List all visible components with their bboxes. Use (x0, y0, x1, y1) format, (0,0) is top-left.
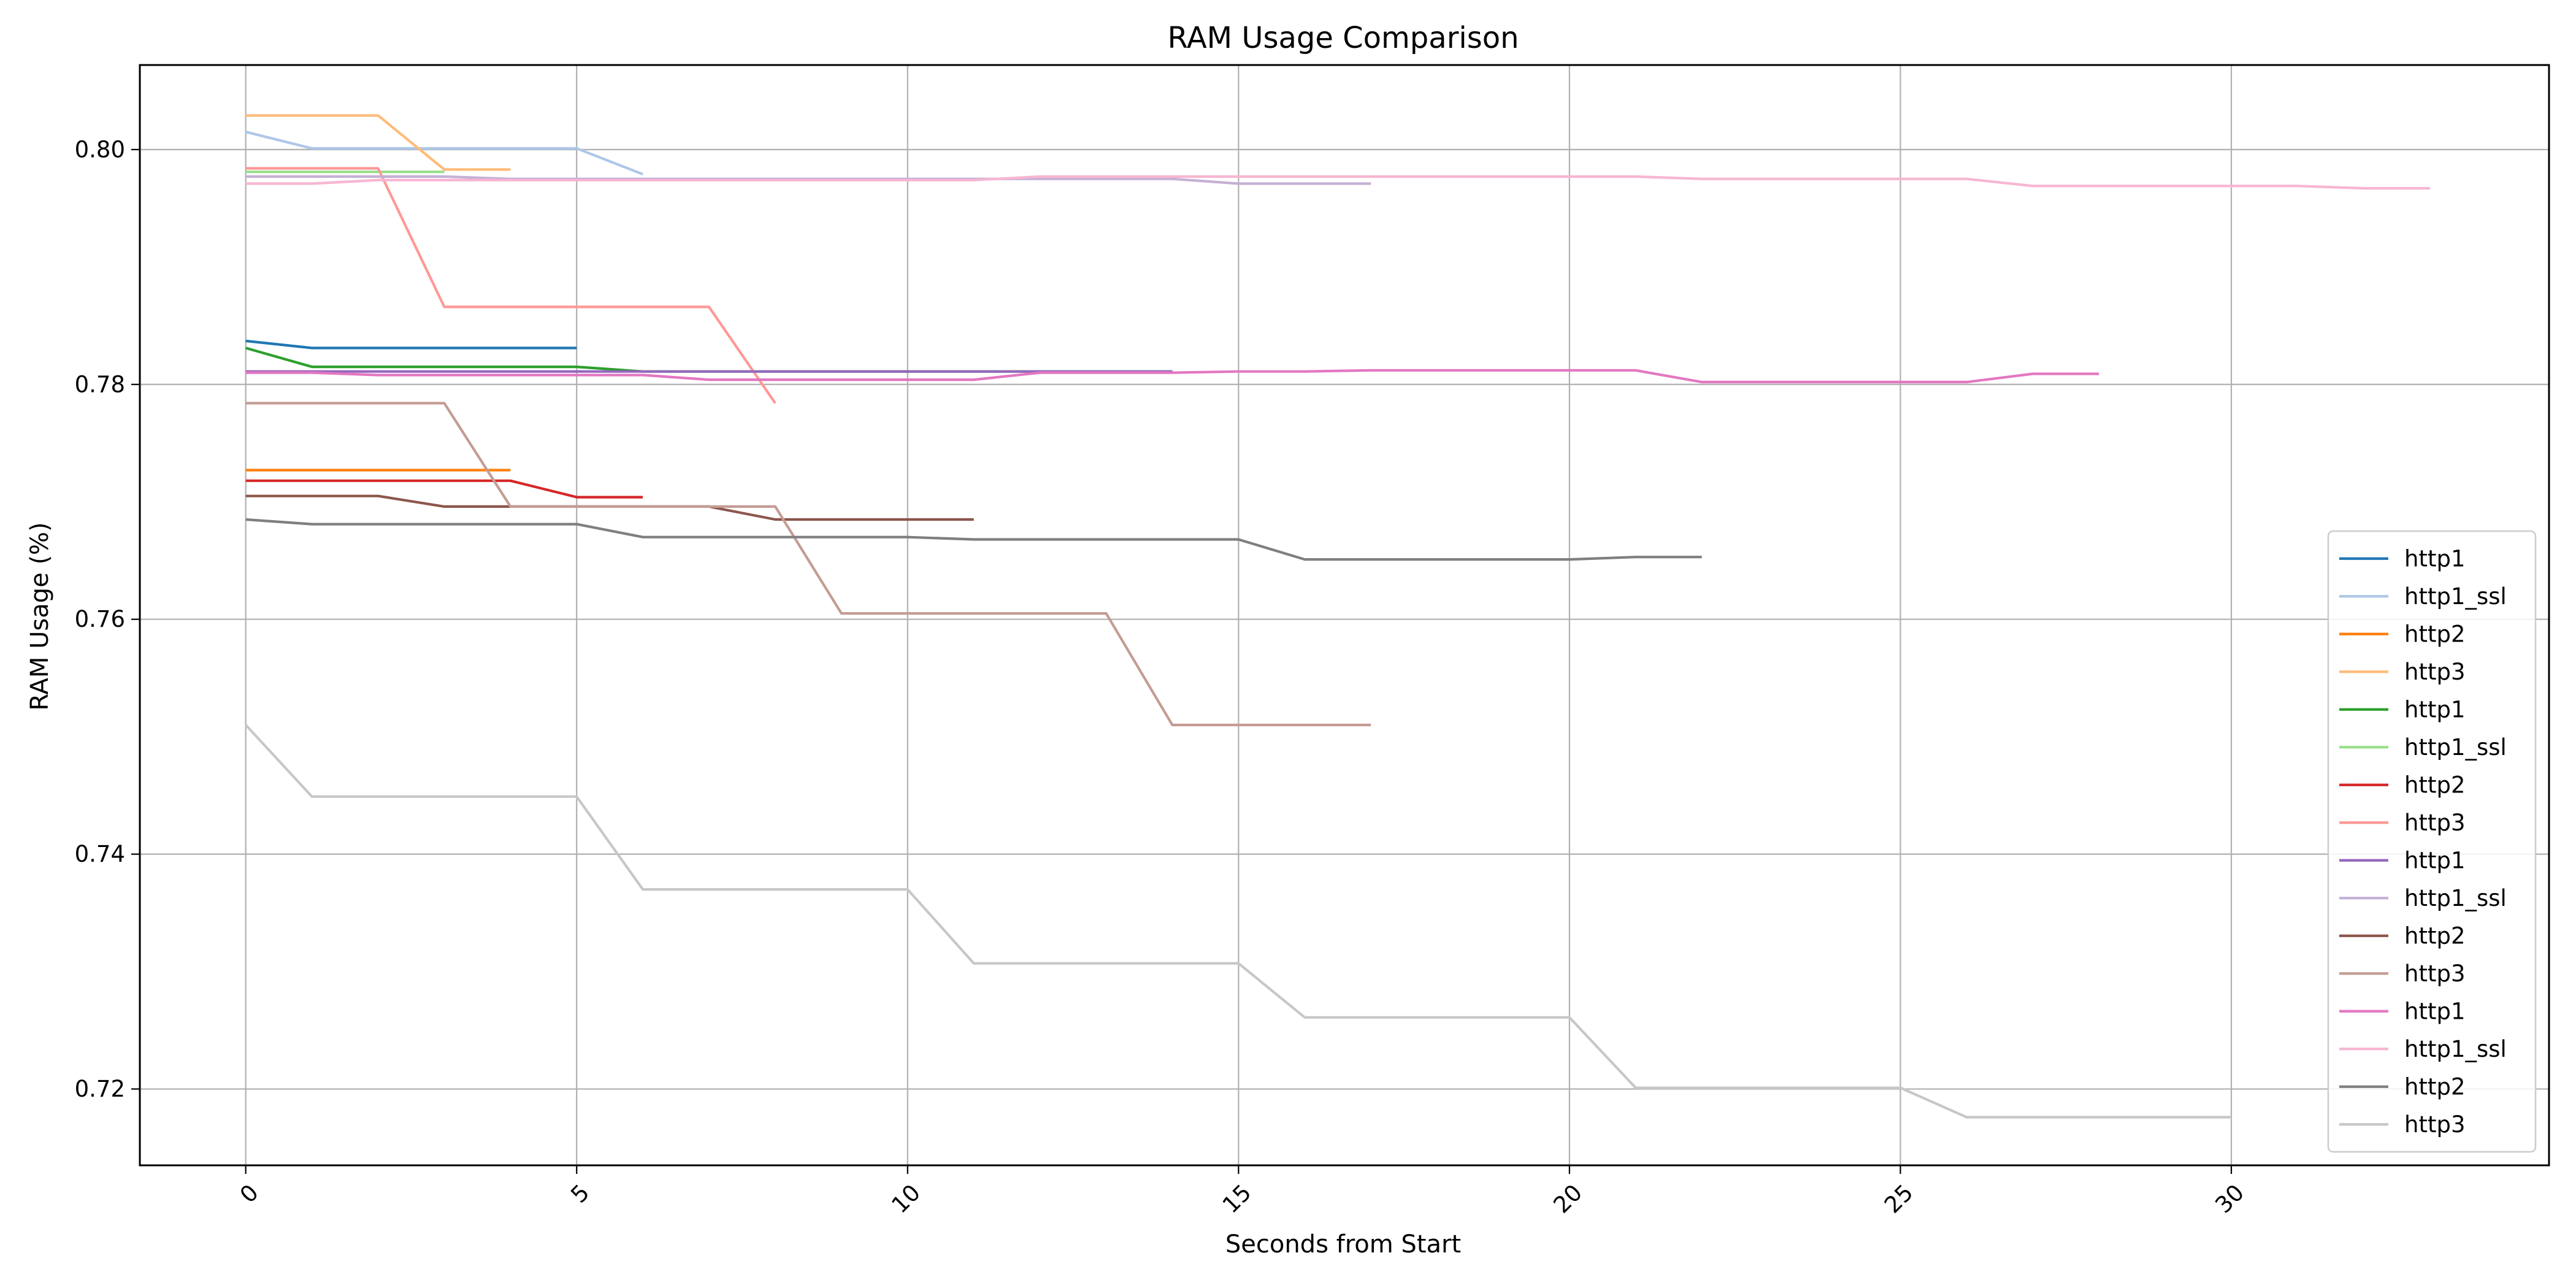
y-axis-label: RAM Usage (%) (26, 522, 54, 710)
legend-label: http1 (2404, 545, 2466, 572)
legend-label: http2 (2404, 772, 2466, 798)
legend-label: http1 (2404, 847, 2466, 873)
y-tick-label: 0.72 (75, 1076, 125, 1102)
series-line-http3 (245, 114, 511, 171)
y-tick-label: 0.78 (75, 371, 125, 397)
plot-area-frame (139, 64, 2550, 1167)
y-axis-ticks: 0.72 0.74 0.76 0.78 0.80 (75, 136, 140, 1102)
legend-label: http3 (2404, 659, 2466, 685)
legend: http1http1_sslhttp2http3http1http1_sslht… (2327, 530, 2537, 1153)
legend-label: http1_ssl (2404, 583, 2507, 610)
series-line-http3 (245, 167, 776, 404)
legend-label: http3 (2404, 1111, 2466, 1138)
legend-label: http3 (2404, 810, 2466, 836)
x-axis-label: Seconds from Start (1225, 1230, 1461, 1259)
legend-label: http3 (2404, 960, 2466, 987)
series-line-http2 (245, 479, 643, 499)
legend-label: http1 (2404, 696, 2466, 723)
series-line-http1_ssl (245, 131, 643, 176)
legend-label: http2 (2404, 922, 2466, 949)
series-line-http1_ssl (245, 175, 2430, 190)
chart-title: RAM Usage Comparison (1167, 21, 1519, 55)
legend-box (2327, 530, 2537, 1153)
series-line-http1 (245, 369, 2099, 384)
series-line-http3 (245, 402, 1371, 727)
legend-label: http2 (2404, 621, 2466, 647)
y-tick-label: 0.80 (75, 136, 125, 163)
y-tick-label: 0.74 (75, 841, 125, 867)
legend-label: http2 (2404, 1073, 2466, 1100)
legend-label: http1_ssl (2404, 885, 2507, 911)
series-line-http2 (245, 518, 1702, 561)
series-line-http3 (245, 724, 2231, 1119)
legend-label: http1_ssl (2404, 1036, 2507, 1062)
legend-label: http1 (2404, 998, 2466, 1024)
series-lines (245, 114, 2430, 1119)
legend-label: http1_ssl (2404, 734, 2507, 761)
y-tick-label: 0.76 (75, 606, 125, 632)
series-line-http1 (245, 339, 577, 350)
